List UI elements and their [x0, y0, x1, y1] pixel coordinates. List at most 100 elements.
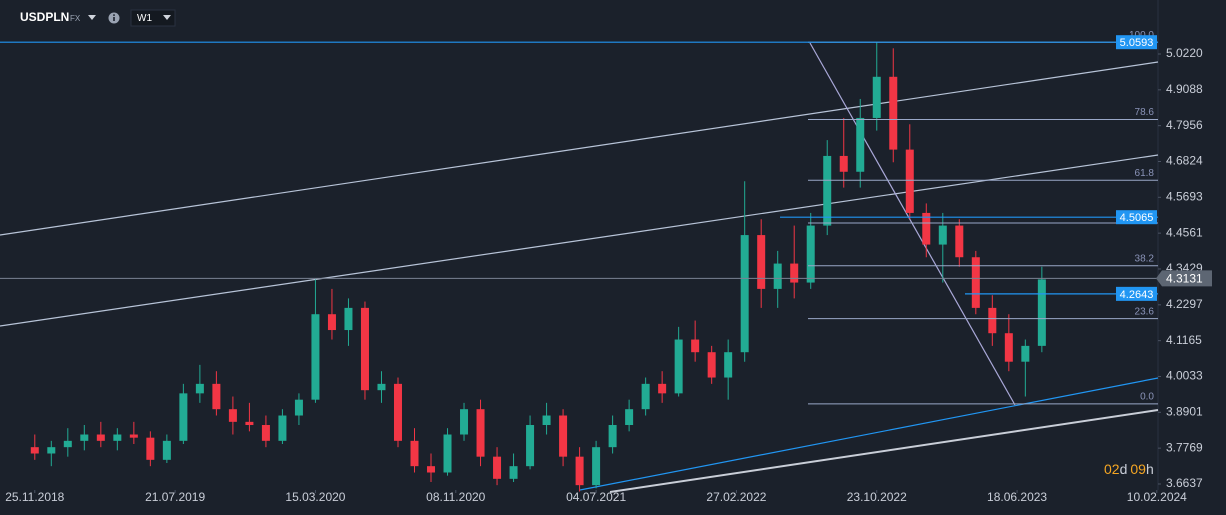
candle-body	[311, 314, 320, 400]
candle-body	[460, 409, 469, 435]
trend-line	[0, 154, 1159, 327]
candle-body	[327, 314, 336, 331]
candle-body	[872, 76, 881, 118]
x-tick-label: 27.02.2022	[706, 490, 766, 504]
candle-body	[261, 425, 270, 441]
fib-label: 61.8	[1135, 168, 1155, 179]
y-tick-label: 3.8901	[1166, 404, 1203, 418]
candle-body	[63, 440, 72, 448]
y-tick-label: 5.0220	[1166, 46, 1203, 60]
trend-line	[579, 377, 1159, 491]
y-tick-label: 4.7956	[1166, 118, 1203, 132]
price-tag	[1116, 210, 1157, 225]
candle-body	[658, 383, 667, 394]
candle-body	[691, 339, 700, 353]
info-icon-part	[113, 17, 115, 21]
candle-body	[179, 393, 188, 441]
candle-body	[922, 212, 931, 245]
candle-body	[509, 466, 518, 479]
x-tick-label: 10.02.2024	[1127, 490, 1187, 504]
info-icon-part	[113, 14, 115, 16]
market: FX	[70, 14, 81, 23]
candle-body	[393, 383, 402, 441]
last-price-tag	[1156, 270, 1212, 287]
timer-unit: d	[1120, 461, 1128, 477]
candle-body	[344, 307, 353, 331]
candle-body	[988, 307, 997, 334]
dropdown-icon[interactable]	[88, 15, 96, 20]
candle-body	[294, 399, 303, 416]
candle-body	[641, 383, 650, 410]
x-tick-label: 18.06.2023	[987, 490, 1047, 504]
trend-line	[609, 409, 1159, 493]
symbol[interactable]: USDPLN	[20, 10, 69, 24]
dropdown-icon[interactable]	[163, 15, 171, 20]
candle-body	[443, 434, 452, 473]
candle-body	[938, 225, 947, 245]
timeframe-box[interactable]	[130, 9, 176, 27]
candle-body	[905, 149, 914, 213]
marks	[0, 41, 1158, 492]
y-tick-label: 3.7769	[1166, 440, 1203, 454]
last-price-label: 4.3131	[1166, 272, 1203, 286]
candle-body	[1004, 333, 1013, 362]
x-tick-label: 04.07.2021	[566, 490, 626, 504]
x-tick-label: 23.10.2022	[847, 490, 907, 504]
timer-unit: h	[1146, 461, 1154, 477]
price-tag-label: 4.2643	[1120, 289, 1154, 301]
candle-body	[856, 117, 865, 172]
candle-body	[526, 425, 535, 467]
candle-body	[559, 415, 568, 457]
candle-body	[278, 415, 287, 441]
candle-body	[113, 434, 122, 441]
candle-body	[427, 466, 436, 473]
candle-body	[245, 421, 254, 426]
timer-hours: 09	[1130, 461, 1146, 477]
candle-body	[129, 434, 138, 438]
y-tick-label: 4.1165	[1166, 333, 1202, 347]
y-tick-label: 4.9088	[1166, 82, 1203, 96]
candle-body	[96, 434, 105, 441]
candle-body	[839, 155, 848, 172]
candle-body	[790, 263, 799, 283]
candle-body	[823, 155, 832, 226]
timeframe: W1	[137, 13, 152, 24]
y-tick-label: 4.6824	[1166, 154, 1203, 168]
candle-body	[212, 383, 221, 410]
candle-body	[542, 415, 551, 426]
bar-timer: 02d 09h	[1104, 461, 1154, 477]
candle-body	[80, 434, 89, 441]
candle-body	[410, 440, 419, 467]
candle-body	[707, 352, 716, 378]
price-tag-label: 4.5065	[1120, 212, 1154, 224]
candle-body	[195, 383, 204, 394]
x-tick-label: 08.11.2020	[426, 490, 485, 504]
candle-body	[575, 456, 584, 486]
trend-line	[0, 61, 1159, 236]
price-tag	[1116, 35, 1157, 50]
price-tag-label: 5.0593	[1120, 37, 1154, 49]
candle-body	[740, 235, 749, 353]
fib-label: 23.6	[1135, 306, 1155, 317]
candle-body	[724, 352, 733, 378]
fib-label: 0.0	[1140, 392, 1154, 403]
candle-body	[806, 225, 815, 283]
candle-body	[1037, 279, 1046, 346]
candle-body	[146, 437, 155, 460]
candle-body	[476, 409, 485, 457]
candle-body	[971, 257, 980, 308]
candle-body	[30, 447, 39, 454]
y-tick-label: 4.2297	[1166, 297, 1203, 311]
candle-body	[674, 339, 683, 394]
fib-label: 38.2	[1135, 253, 1155, 264]
candle-body	[955, 225, 964, 258]
candle-body	[1021, 345, 1030, 362]
price-tag	[1116, 286, 1157, 301]
candle-body	[773, 263, 782, 289]
candle-body	[360, 307, 369, 391]
candle-body	[592, 447, 601, 486]
candle-body	[493, 456, 502, 479]
y-tick-label: 4.5693	[1166, 189, 1203, 203]
trend-line	[809, 42, 1016, 406]
